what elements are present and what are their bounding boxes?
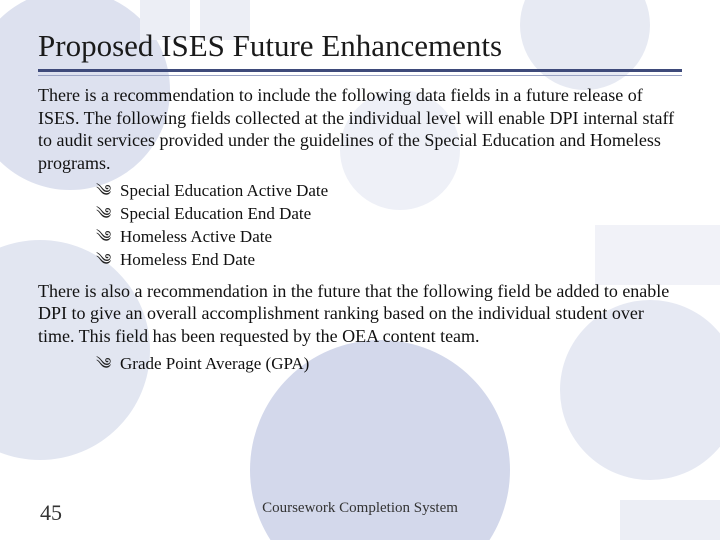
list-item-label: Special Education End Date (120, 203, 311, 226)
title-rule-thin (38, 75, 682, 76)
bullet-icon: ༄ (96, 250, 114, 272)
list-item-label: Special Education Active Date (120, 180, 328, 203)
list-item-label: Homeless End Date (120, 249, 255, 272)
bullet-icon: ༄ (96, 354, 114, 376)
list-item: ༄ Homeless Active Date (96, 226, 682, 249)
title-text: Proposed ISES Future Enhancements (38, 28, 502, 63)
page-number: 45 (40, 500, 62, 526)
bullet-icon: ༄ (96, 204, 114, 226)
bullet-list-1: ༄ Special Education Active Date ༄ Special E… (96, 180, 682, 272)
footer-title: Coursework Completion System (262, 500, 458, 517)
slide: Proposed ISES Future Enhancements There … (0, 0, 720, 540)
list-item: ༄ Homeless End Date (96, 249, 682, 272)
list-item: ༄ Grade Point Average (GPA) (96, 353, 682, 376)
slide-title: Proposed ISES Future Enhancements (38, 28, 682, 70)
title-rule-thick (38, 69, 682, 72)
list-item-label: Homeless Active Date (120, 226, 272, 249)
bullet-icon: ༄ (96, 227, 114, 249)
list-item: ༄ Special Education End Date (96, 203, 682, 226)
bullet-list-2: ༄ Grade Point Average (GPA) (96, 353, 682, 376)
footer: 45 Coursework Completion System (0, 500, 720, 526)
paragraph-2: There is also a recommendation in the fu… (38, 280, 682, 348)
list-item: ༄ Special Education Active Date (96, 180, 682, 203)
list-item-label: Grade Point Average (GPA) (120, 353, 309, 376)
bullet-icon: ༄ (96, 181, 114, 203)
paragraph-1: There is a recommendation to include the… (38, 84, 682, 174)
